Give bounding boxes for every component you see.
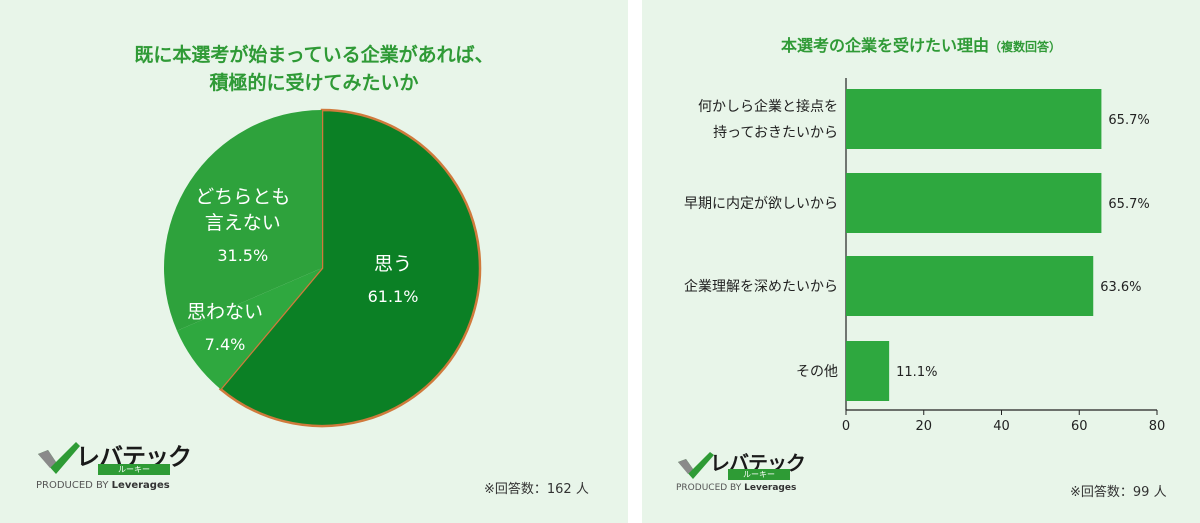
pie-label-3-line1: どちらとも [195,186,290,208]
bar-value-label-1: 65.7% [1108,113,1149,128]
logo-produced-by: PRODUCED BY Leverages [676,483,796,493]
logo-sub: ルーキー [98,464,170,475]
company-name: Leverages [111,480,170,491]
x-tick-label: 0 [842,419,850,434]
x-tick-label: 20 [915,419,932,434]
logo-produced-by: PRODUCED BY Leverages [36,480,170,491]
pie-value-label-2: 7.4% [205,335,246,354]
pie-slice-1 [218,108,482,428]
x-tick-label: 80 [1149,419,1166,434]
pie-chart-panel: 既に本選考が始まっている企業があれば、 積極的に受けてみたいか 思う 61.1% 思… [0,0,628,523]
category-label-4: その他 [796,364,838,380]
category-label-1-line1: 何かしら企業と接点を [698,98,838,115]
pie-value-label-1: 61.1% [368,287,419,306]
bar-4 [846,341,890,401]
category-label-3: 企業理解を深めたいから [684,278,838,295]
produced-by-label: PRODUCED BY [676,483,742,493]
bar-1 [846,89,1102,149]
x-tick-label: 60 [1071,419,1088,434]
pie-respondents-note: ※回答数：162 人 [484,482,589,497]
bar-title-main: 本選考の企業を受けたい理由 [780,36,989,55]
category-label-1-line2: 持っておきたいから [713,125,838,141]
bar-2 [846,173,1102,233]
brand-logo: レバテック ルーキー PRODUCED BY Leverages [36,440,192,495]
pie-label-1: 思う [374,253,412,275]
logo-sub: ルーキー [728,469,790,480]
category-label-2: 早期に内定が欲しいから [684,196,838,212]
pie-chart-title-line2: 積極的に受けてみたいか [209,72,419,94]
bar-chart-title: 本選考の企業を受けたい理由（複数回答） [642,32,1200,56]
bar-3 [846,256,1094,316]
check-logo-icon [678,452,714,479]
produced-by-label: PRODUCED BY [36,480,109,491]
bar-chart-panel: 本選考の企業を受けたい理由（複数回答） 0 20 40 60 80 65.7% 何かしら企業… [642,0,1200,523]
bar-value-label-3: 63.6% [1100,280,1141,295]
pie-slice-2 [176,268,322,390]
pie-value-label-3: 31.5% [217,246,268,265]
bar-respondents-note: ※回答数：99 人 [1070,485,1167,500]
bar-value-label-4: 11.1% [896,365,937,380]
company-name: Leverages [744,483,797,493]
pie-label-2: 思わない [187,301,263,323]
pie-label-3-line2: 言えない [205,212,281,234]
x-tick-label: 40 [993,419,1010,434]
bar-value-label-2: 65.7% [1108,197,1149,212]
bar-title-sub: （複数回答） [989,40,1062,54]
brand-logo-right: レバテック ルーキー PRODUCED BY Leverages [676,450,826,500]
pie-chart-title-line1: 既に本選考が始まっている企業があれば、 [134,44,494,66]
check-logo-icon [38,442,80,474]
pie-slice-3 [164,110,322,331]
